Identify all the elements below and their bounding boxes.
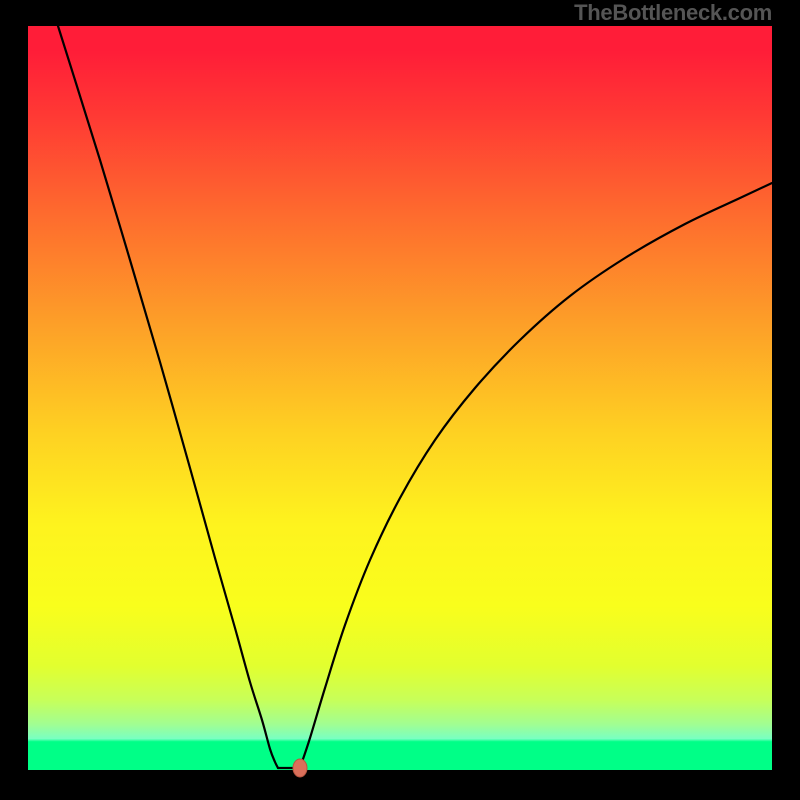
attribution-label: TheBottleneck.com (574, 0, 772, 26)
bottleneck-chart (0, 0, 800, 800)
optimal-point-marker (293, 759, 307, 777)
